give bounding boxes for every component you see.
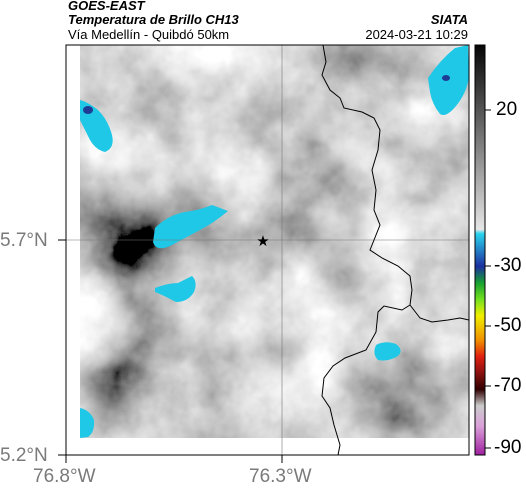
- organization-label: SIATA: [430, 12, 468, 27]
- timestamp-label: 2024-03-21 10:29: [365, 27, 468, 42]
- location-subtitle: Vía Medellín - Quibdó 50km: [68, 27, 230, 42]
- cold-cloud-cores: [83, 75, 450, 114]
- colorbar-ticks: [485, 109, 491, 449]
- product-title: Temperatura de Brillo CH13: [68, 12, 239, 27]
- department-border-east: [409, 304, 469, 323]
- station-star-icon: ★: [256, 233, 269, 250]
- lon-tick-label: 76.3°W: [249, 466, 312, 487]
- department-border: [321, 45, 413, 455]
- colorbar-label: -70: [494, 375, 522, 396]
- satellite-name: GOES-EAST: [68, 0, 145, 13]
- colorbar-label: 20: [496, 99, 518, 120]
- lon-tick-label: 76.8°W: [33, 466, 96, 487]
- lat-tick-label: 5.2°N: [0, 445, 48, 466]
- colorbar: [474, 44, 486, 456]
- lat-tick-label: 5.7°N: [0, 230, 48, 251]
- colorbar-label: -90: [494, 437, 522, 458]
- colorbar-label: -50: [494, 315, 522, 336]
- colorbar-label: -30: [494, 255, 522, 276]
- cloud-texture: [80, 45, 469, 438]
